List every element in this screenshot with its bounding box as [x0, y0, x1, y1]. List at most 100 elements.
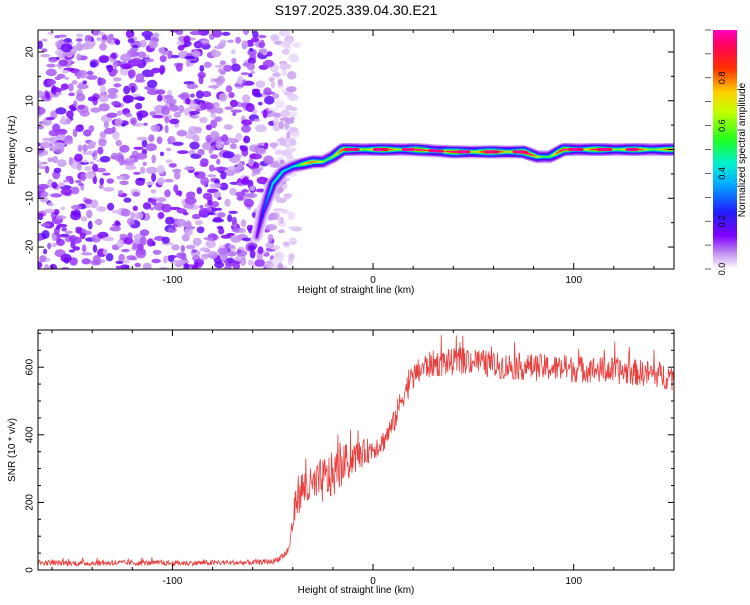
- noise-blob: [193, 238, 202, 246]
- noise-blob: [252, 89, 260, 93]
- noise-blob: [140, 40, 147, 48]
- colorbar-tick-label: 0.6: [717, 119, 727, 132]
- noise-blob: [228, 245, 235, 249]
- noise-blob: [151, 125, 161, 132]
- noise-blob: [76, 42, 83, 51]
- noise-blob: [229, 188, 237, 196]
- noise-blob: [205, 239, 216, 248]
- noise-blob: [176, 252, 186, 258]
- x-tick-label: 100: [565, 576, 582, 587]
- noise-blob: [134, 96, 145, 100]
- noise-blob: [66, 118, 71, 123]
- noise-blob: [100, 85, 106, 94]
- noise-blob: [75, 227, 82, 232]
- noise-blob: [252, 168, 262, 172]
- noise-blob: [88, 221, 93, 230]
- noise-blob: [186, 59, 191, 67]
- noise-blob: [75, 180, 82, 183]
- noise-blob: [77, 163, 82, 171]
- noise-blob: [269, 213, 278, 220]
- noise-blob: [230, 236, 241, 243]
- noise-blob: [291, 117, 295, 121]
- noise-blob: [137, 137, 148, 141]
- noise-blob: [286, 86, 297, 92]
- noise-blob: [258, 42, 265, 48]
- noise-blob: [107, 178, 114, 184]
- noise-blob: [125, 158, 135, 162]
- noise-blob: [174, 171, 180, 179]
- noise-blob: [140, 236, 147, 245]
- trace-peak: [633, 148, 639, 151]
- noise-blob: [41, 162, 47, 165]
- noise-blob: [170, 29, 179, 33]
- noise-blob: [135, 263, 141, 267]
- noise-blob: [280, 110, 290, 118]
- noise-blob: [241, 119, 252, 125]
- noise-blob: [228, 211, 237, 214]
- noise-blob: [220, 171, 226, 179]
- noise-blob: [85, 199, 93, 204]
- noise-blob: [45, 166, 49, 174]
- noise-blob: [135, 249, 146, 258]
- noise-blob: [181, 245, 185, 252]
- trace-peak: [606, 148, 612, 151]
- trace-peak: [493, 150, 499, 153]
- noise-blob: [76, 93, 85, 101]
- noise-blob: [289, 226, 295, 229]
- noise-blob: [188, 126, 200, 134]
- colorbar-gradient: [713, 30, 737, 269]
- noise-blob: [42, 39, 48, 42]
- noise-blob: [208, 212, 216, 215]
- noise-blob: [190, 93, 195, 97]
- noise-blob: [61, 227, 67, 231]
- noise-blob: [80, 173, 86, 181]
- noise-blob: [93, 245, 97, 253]
- noise-blob: [264, 142, 268, 149]
- noise-blob: [59, 59, 69, 66]
- x-tick-label: -100: [162, 275, 182, 286]
- noise-blob: [81, 252, 92, 255]
- noise-blob: [185, 98, 190, 105]
- noise-blob: [149, 41, 159, 49]
- noise-blob: [255, 125, 267, 133]
- noise-blob: [76, 33, 83, 37]
- noise-blob: [176, 63, 183, 72]
- noise-blob: [47, 243, 51, 249]
- noise-blob: [136, 110, 148, 118]
- noise-blob: [191, 115, 200, 119]
- noise-blob: [231, 58, 236, 64]
- noise-blob: [169, 119, 179, 125]
- noise-blob: [284, 121, 289, 130]
- noise-blob: [244, 199, 254, 208]
- noise-blob: [254, 93, 262, 98]
- noise-blob: [106, 113, 117, 118]
- noise-blob: [177, 130, 188, 137]
- noise-blob: [71, 187, 80, 195]
- noise-blob: [171, 55, 179, 58]
- trace-peak: [522, 151, 528, 154]
- noise-blob: [282, 49, 290, 55]
- noise-blob: [119, 158, 124, 166]
- noise-blob: [102, 173, 110, 176]
- noise-blob: [280, 160, 284, 164]
- noise-blob: [42, 138, 54, 142]
- noise-blob: [99, 43, 107, 51]
- noise-blob: [172, 142, 184, 146]
- noise-blob: [103, 187, 114, 192]
- noise-blob: [66, 176, 74, 181]
- noise-blob: [160, 152, 164, 157]
- noise-blob: [161, 107, 170, 115]
- noise-blob: [240, 145, 248, 151]
- noise-blob: [271, 81, 275, 88]
- noise-blob: [193, 135, 200, 143]
- noise-blob: [40, 54, 50, 57]
- noise-blob: [140, 167, 145, 174]
- noise-blob: [161, 51, 169, 55]
- noise-blob: [240, 179, 248, 185]
- noise-blob: [208, 251, 218, 259]
- noise-blob: [106, 253, 114, 261]
- noise-blob: [157, 165, 165, 174]
- noise-blob: [41, 223, 51, 227]
- noise-blob: [46, 117, 55, 120]
